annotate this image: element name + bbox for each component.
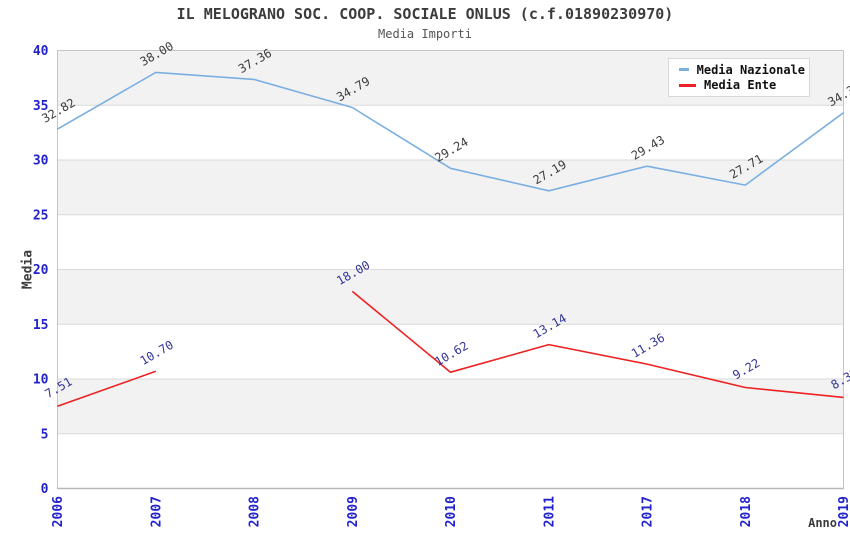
x-tick-label: 2008: [248, 496, 263, 527]
y-gridlines: [57, 50, 844, 435]
y-tick-label: 15: [33, 318, 49, 333]
y-tick-label: 30: [33, 154, 49, 169]
y-tick-label: 35: [33, 99, 49, 114]
y-tick-label: 10: [33, 373, 49, 388]
series-line: [57, 290, 844, 408]
band: [57, 160, 844, 215]
x-axis-title: Anno: [808, 516, 837, 530]
y-tick-label: 20: [33, 263, 49, 278]
point-label: 10.70: [138, 338, 176, 368]
y-tick-label: 25: [33, 208, 49, 223]
band: [57, 379, 844, 434]
point-label: 9.22: [730, 356, 762, 383]
legend: Media Nazionale Media Ente: [668, 58, 810, 97]
x-tick-label: 2007: [149, 496, 164, 527]
point-label: 29.43: [629, 133, 667, 163]
legend-label-ente: Media Ente: [704, 78, 777, 93]
x-tick-label: 2011: [542, 496, 557, 527]
y-tick-label: 0: [41, 482, 49, 497]
y-tick-label: 40: [33, 44, 49, 59]
x-tick-labels: 2006 2007 2008 2009 2010 2011 2017 2018 2019: [51, 496, 850, 527]
y-tick-label: 5: [41, 427, 49, 442]
x-tick-label: 2017: [641, 496, 656, 527]
chart-subtitle: Media Importi: [378, 27, 472, 41]
y-bands: [57, 50, 844, 434]
x-tick-label: 2010: [444, 496, 459, 527]
x-tick-label: 2019: [837, 496, 850, 527]
x-tick-label: 2018: [739, 496, 754, 527]
point-label: 11.36: [629, 331, 667, 361]
series-line: [57, 71, 844, 192]
point-label: 10.62: [432, 339, 470, 369]
legend-label-nazionale: Media Nazionale: [696, 62, 805, 77]
x-tick-label: 2006: [51, 496, 66, 527]
legend-item-media-ente: Media Ente: [679, 78, 805, 92]
band: [57, 269, 844, 325]
y-tick-labels: 0 5 10 15 20 25 30 35 40: [33, 44, 49, 497]
legend-item-media-nazionale: Media Nazionale: [679, 63, 805, 77]
y-axis-title: Media: [20, 249, 36, 290]
legend-swatch-ente-icon: [679, 83, 696, 87]
legend-swatch-nazionale-icon: [679, 68, 689, 72]
chart-title: IL MELOGRANO SOC. COOP. SOCIALE ONLUS (c…: [176, 5, 674, 23]
x-tick-label: 2009: [346, 496, 361, 527]
